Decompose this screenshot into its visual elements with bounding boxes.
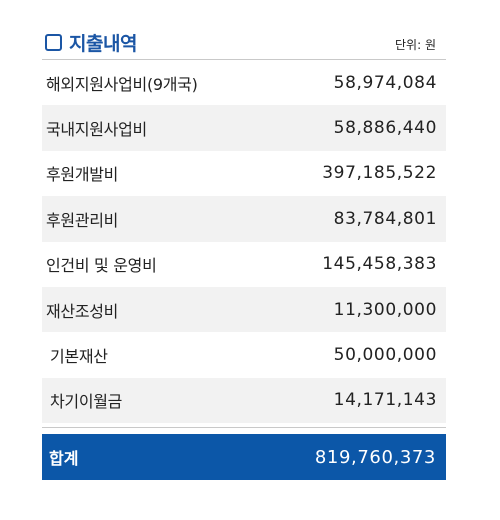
row-value: 50,000,000 <box>333 345 437 366</box>
row-label: 인건비 및 운영비 <box>46 256 157 276</box>
row-value: 83,784,801 <box>333 208 437 229</box>
bottom-divider <box>42 427 446 429</box>
table-row: 후원개발비 397,185,522 <box>42 151 446 196</box>
table-row: 재산조성비 11,300,000 <box>42 286 446 333</box>
panel-header: 지출내역 단위: 원 <box>42 24 446 59</box>
row-value: 11,300,000 <box>333 299 437 320</box>
table-row: 인건비 및 운영비 145,458,383 <box>42 242 446 287</box>
row-value: 58,886,440 <box>333 118 437 139</box>
row-label: 차기이월금 <box>50 392 123 412</box>
row-label: 후원관리비 <box>46 210 119 230</box>
table-row: 차기이월금 14,171,143 <box>42 377 446 424</box>
row-label: 기본재산 <box>50 347 108 367</box>
table-row: 국내지원사업비 58,886,440 <box>42 105 446 151</box>
unit-label: 단위: 원 <box>395 38 436 52</box>
total-value: 819,760,373 <box>314 446 436 468</box>
row-label: 국내지원사업비 <box>46 120 147 140</box>
row-label: 후원개발비 <box>46 165 119 185</box>
panel-title: 지출내역 <box>69 33 137 55</box>
row-label: 재산조성비 <box>46 301 119 321</box>
total-row: 합계 819,760,373 <box>42 434 446 481</box>
total-label: 합계 <box>49 449 79 469</box>
title-group: 지출내역 <box>45 29 137 56</box>
table-row: 기본재산 50,000,000 <box>42 332 446 377</box>
row-value: 145,458,383 <box>322 254 437 275</box>
row-label: 해외지원사업비(9개국) <box>46 74 198 94</box>
table-row: 후원관리비 83,784,801 <box>42 196 446 242</box>
top-divider <box>42 59 446 60</box>
expense-table: 해외지원사업비(9개국) 58,974,084 국내지원사업비 58,886,4… <box>42 60 446 424</box>
table-row: 해외지원사업비(9개국) 58,974,084 <box>42 60 446 105</box>
row-value: 14,171,143 <box>333 390 437 411</box>
row-value: 397,185,522 <box>322 163 437 184</box>
expense-panel: 지출내역 단위: 원 해외지원사업비(9개국) 58,974,084 국내지원사… <box>42 24 446 481</box>
square-bullet-icon <box>45 34 62 51</box>
row-value: 58,974,084 <box>333 72 437 93</box>
